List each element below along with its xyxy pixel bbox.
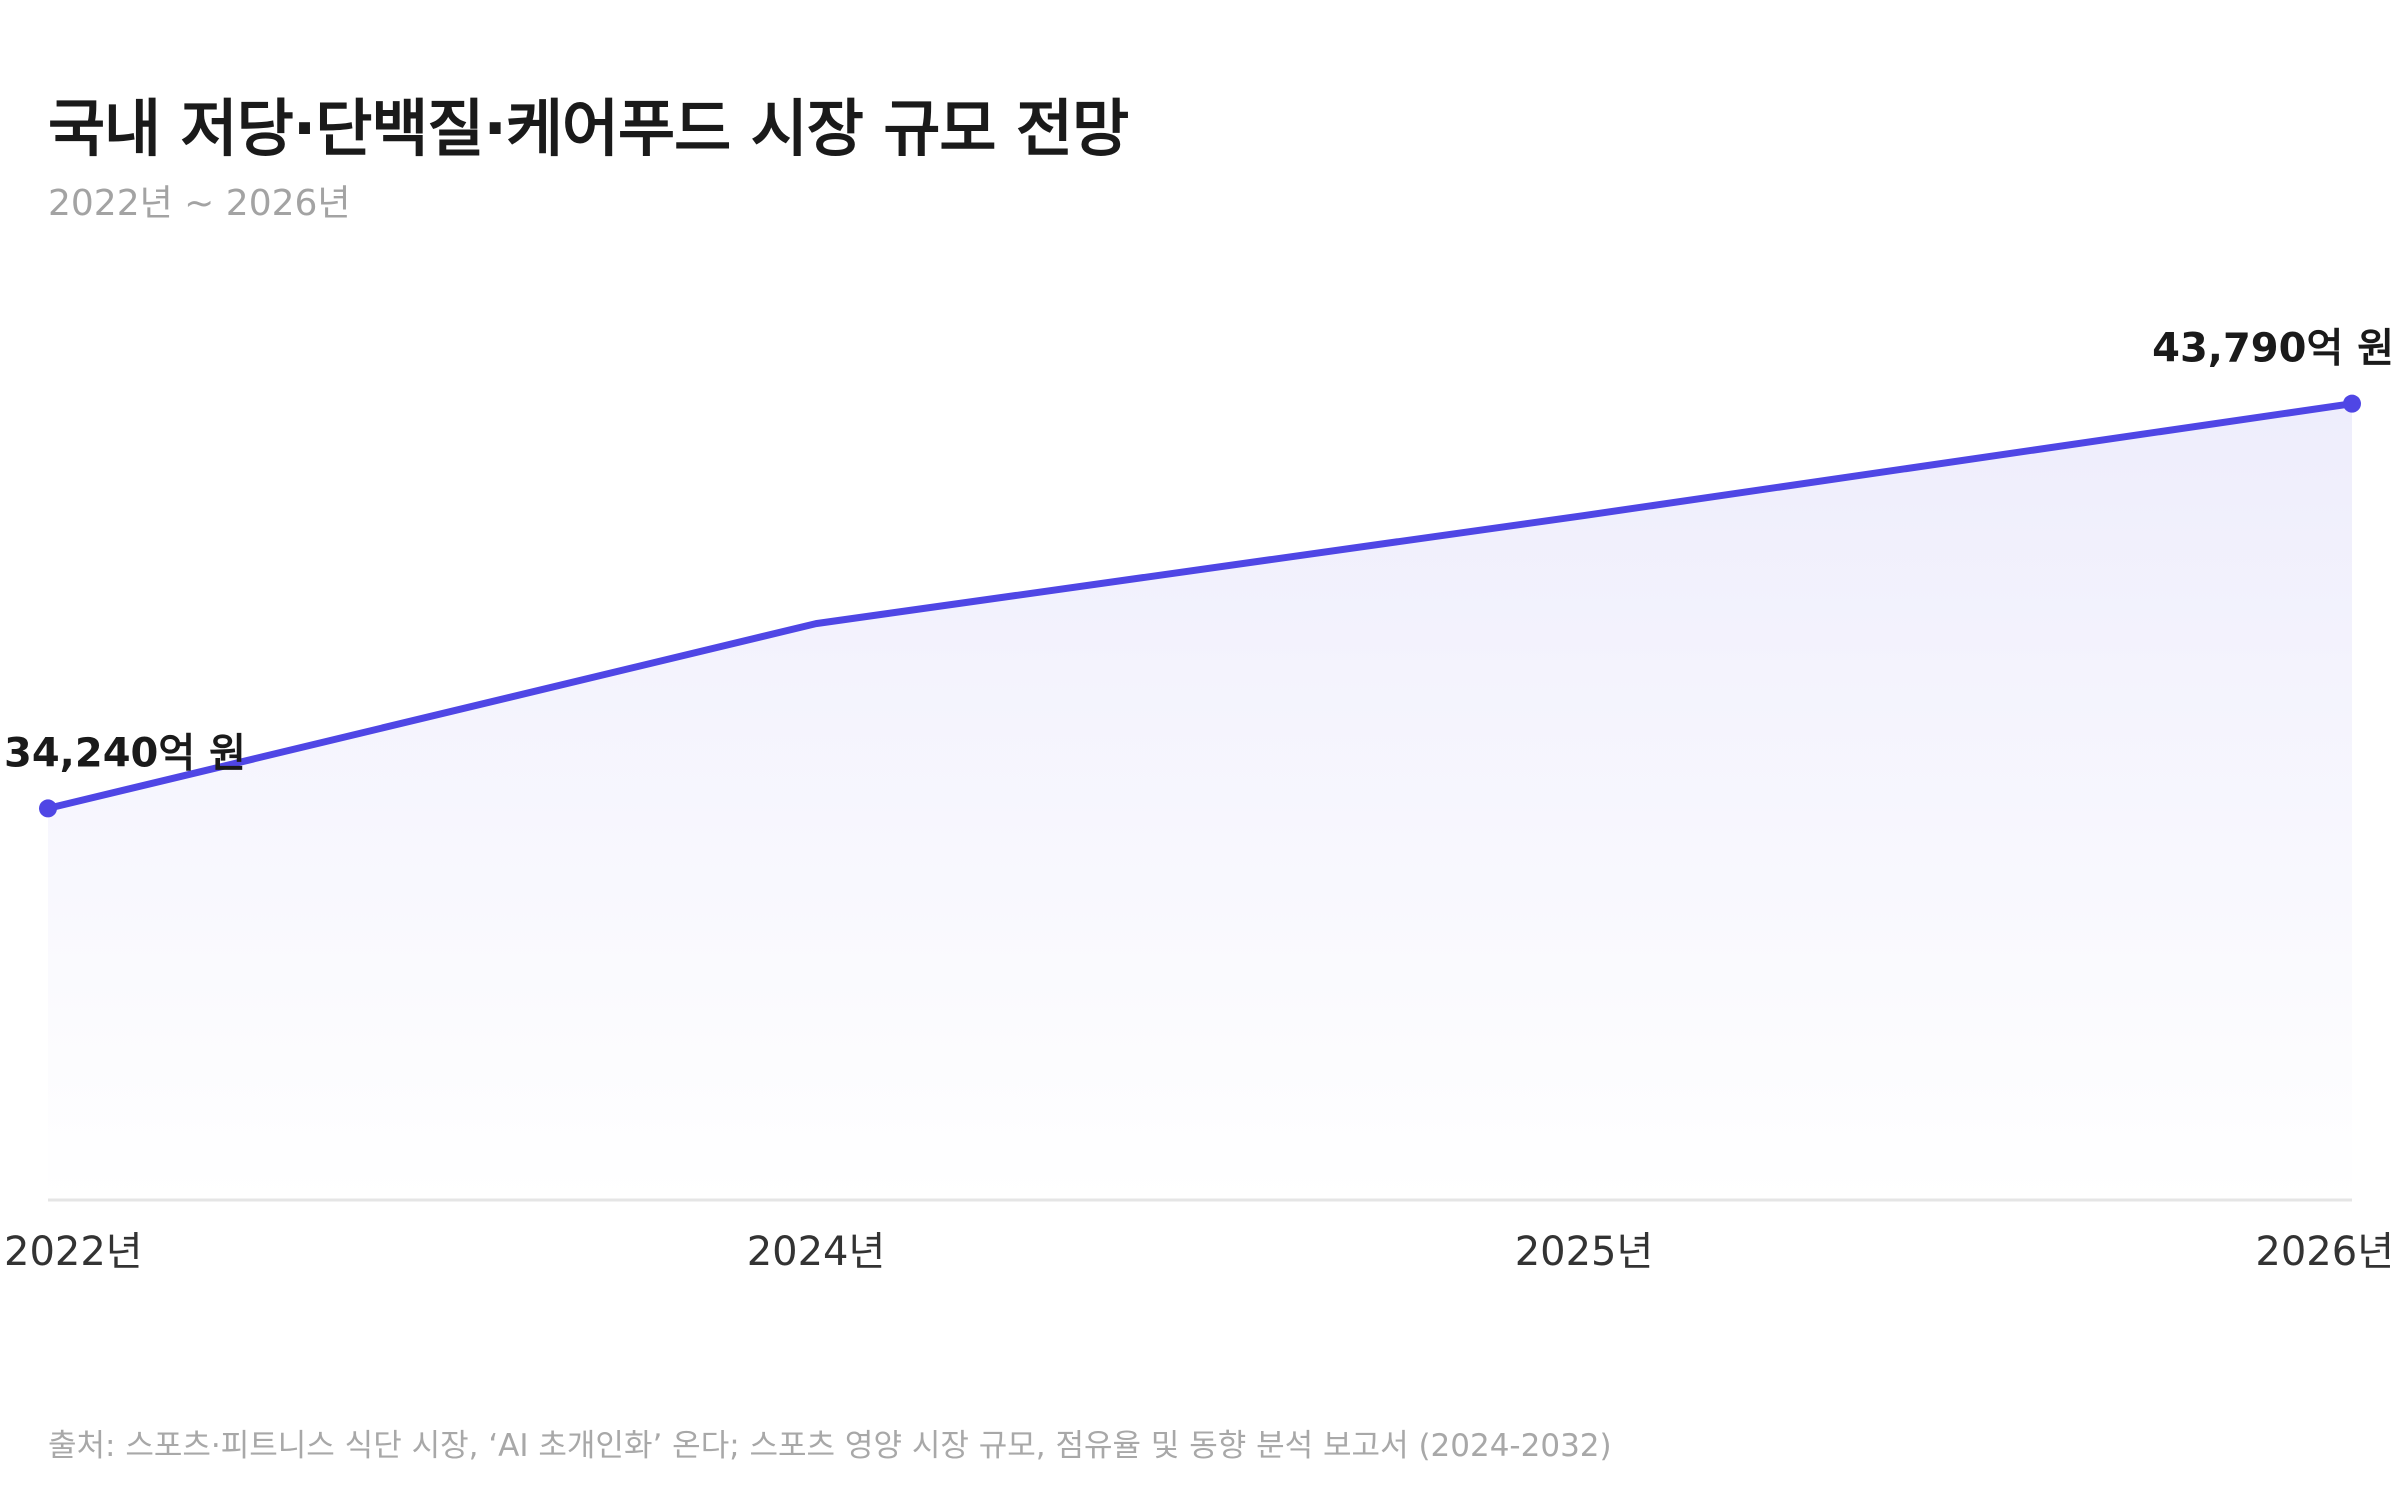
source-note: 출처: 스포츠·피트니스 식단 시장, ‘AI 초개인화’ 온다; 스포츠 영양… (48, 1428, 1612, 1464)
data-point (2343, 394, 2361, 413)
chart-title: 국내 저당·단백질·케어푸드 시장 규모 전망 (48, 92, 1129, 165)
data-label: 43,790억 원 (2152, 326, 2394, 372)
area-fill (48, 403, 2352, 1201)
x-tick-label: 2022년 (4, 1229, 143, 1275)
x-tick-label: 2025년 (1515, 1229, 1654, 1275)
data-label: 34,240억 원 (4, 730, 246, 776)
x-tick-label: 2026년 (2255, 1229, 2394, 1275)
series-line (44, 400, 2356, 812)
x-tick-label: 2024년 (747, 1229, 886, 1275)
chart-subtitle: 2022년 ~ 2026년 (48, 183, 351, 224)
data-point (39, 799, 57, 818)
